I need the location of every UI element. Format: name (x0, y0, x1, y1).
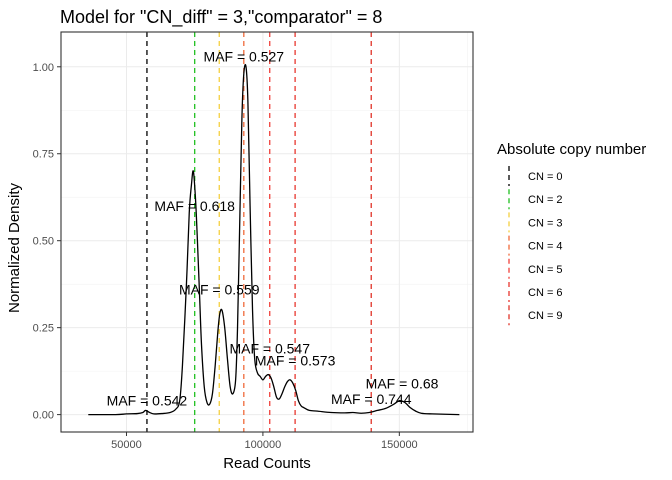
maf-annotation: MAF = 0.559 (179, 281, 260, 297)
y-tick-label: 0.00 (33, 410, 54, 422)
maf-annotation: MAF = 0.744 (331, 391, 412, 407)
maf-annotation: MAF = 0.68 (366, 375, 439, 391)
y-tick-label: 0.50 (33, 236, 54, 248)
x-tick-label: 150000 (381, 439, 418, 451)
x-tick-label: 50000 (111, 439, 142, 451)
legend-label: CN = 6 (528, 287, 563, 299)
x-axis-title: Read Counts (223, 455, 311, 472)
x-tick-label: 100000 (245, 439, 282, 451)
y-tick-label: 0.75 (33, 149, 54, 161)
legend-label: CN = 2 (528, 194, 563, 206)
panel-border (60, 31, 474, 433)
chart-title: Model for "CN_diff" = 3,"comparator" = 8 (60, 7, 382, 28)
maf-annotation: MAF = 0.618 (154, 198, 235, 214)
legend-label: CN = 5 (528, 264, 563, 276)
maf-annotation: MAF = 0.542 (107, 393, 188, 409)
y-tick-label: 1.00 (33, 62, 54, 74)
panel-background (61, 32, 473, 432)
legend-label: CN = 4 (528, 241, 563, 253)
maf-annotation: MAF = 0.547 (229, 341, 310, 357)
plot-panel: MAF = 0.527 MAF = 0.618 MAF = 0.559 MAF = 0… (60, 31, 474, 433)
legend-label: CN = 3 (528, 217, 563, 229)
y-tick-label: 0.25 (33, 323, 54, 335)
maf-annotation: MAF = 0.573 (255, 353, 336, 369)
legend-title: Absolute copy number (497, 141, 646, 158)
maf-annotation: MAF = 0.527 (204, 48, 285, 64)
legend: Absolute copy number CN = 0 CN = 2 CN = 3 C… (497, 141, 646, 326)
legend-label: CN = 9 (528, 310, 563, 322)
y-axis-title: Normalized Density (6, 182, 23, 313)
density-curve (88, 63, 460, 416)
legend-label: CN = 0 (528, 171, 563, 183)
